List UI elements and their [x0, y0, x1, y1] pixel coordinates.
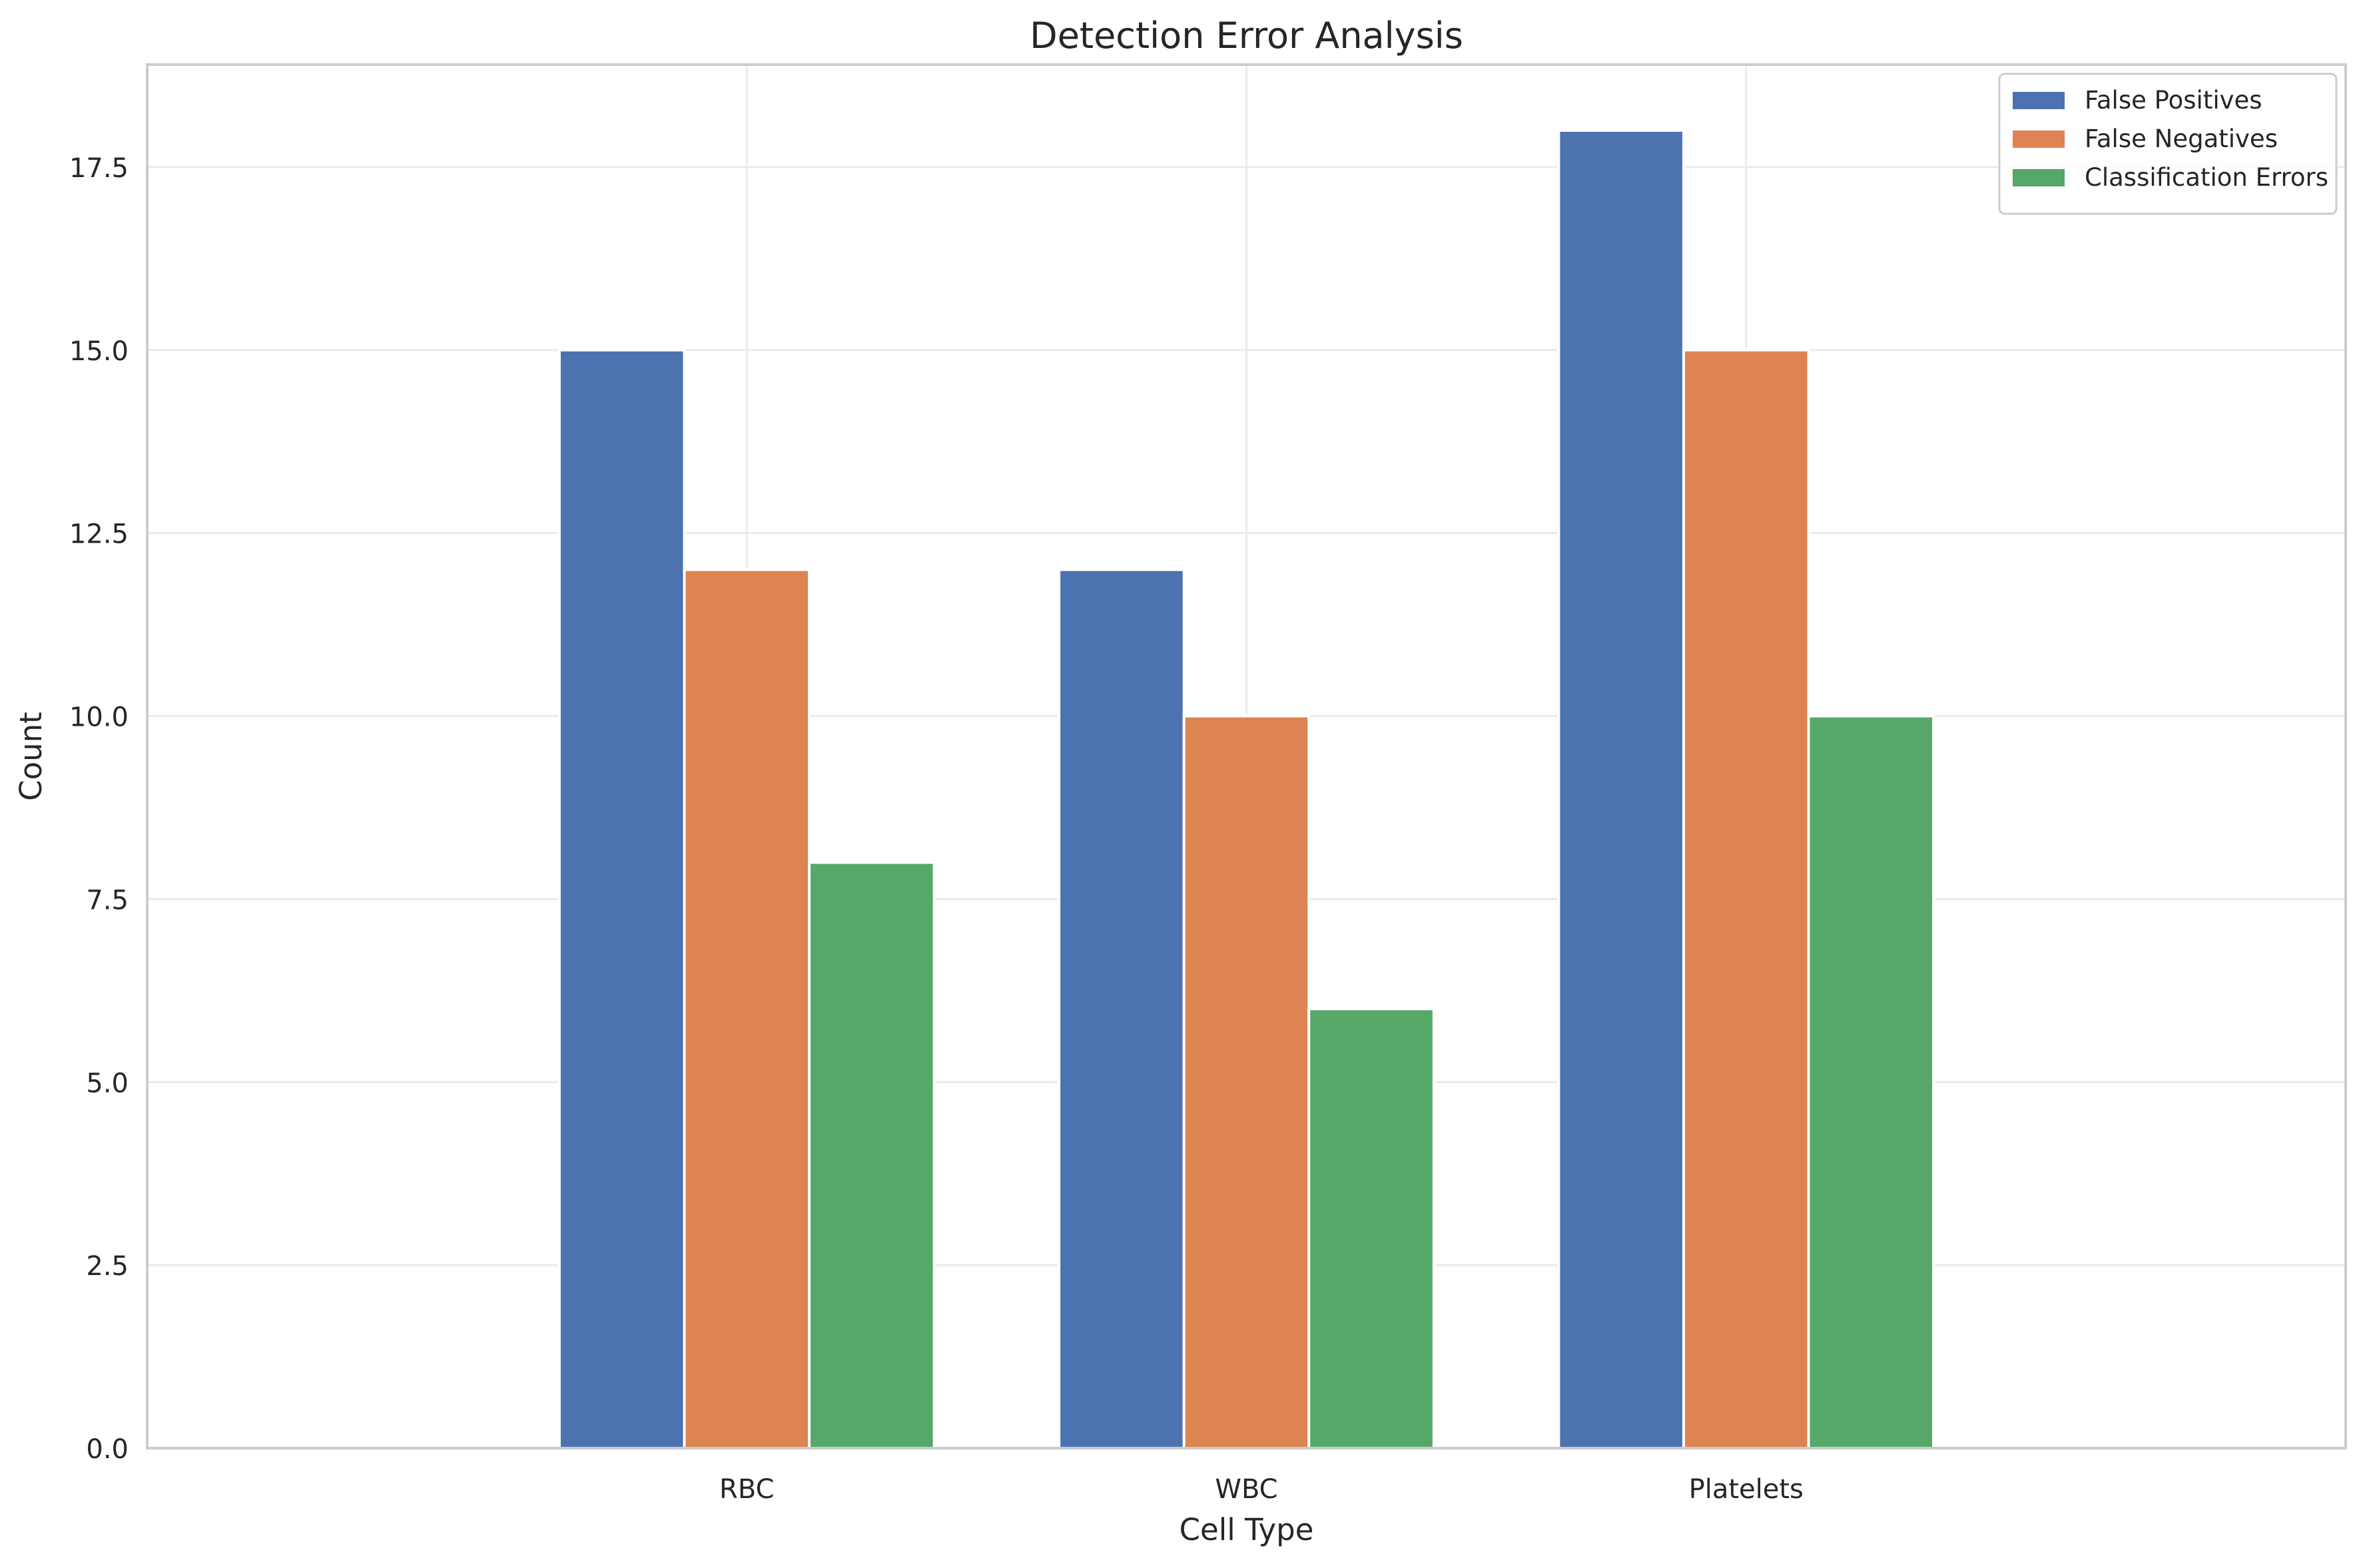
bar-false-positives-wbc	[1058, 568, 1185, 1450]
bar-false-negatives-rbc	[683, 568, 811, 1450]
legend-label: False Negatives	[2085, 125, 2278, 153]
chart-title: Detection Error Analysis	[1030, 15, 1463, 57]
legend-label: False Positives	[2085, 86, 2262, 115]
bar-classification-errors-platelets	[1807, 714, 1935, 1449]
y-tick-label: 5.0	[86, 1068, 129, 1099]
y-tick-label: 2.5	[86, 1251, 129, 1282]
bar-false-positives-platelets	[1557, 129, 1685, 1449]
legend-swatch	[2013, 92, 2065, 109]
legend-label: Classification Errors	[2085, 163, 2328, 192]
bar-false-negatives-platelets	[1682, 348, 1810, 1449]
bar-false-negatives-wbc	[1182, 714, 1311, 1449]
plot-frame	[146, 63, 2347, 1449]
y-axis-ticks: 0.0 2.5 5.0 7.5 10.0 12.5 15.0 17.5	[69, 153, 129, 1465]
x-tick-label: WBC	[1215, 1474, 1277, 1505]
y-tick-label: 0.0	[86, 1434, 129, 1465]
y-axis-label: Count	[13, 712, 49, 801]
legend: False Positives False Negatives Classifica…	[1998, 73, 2338, 215]
bar-false-positives-rbc	[557, 348, 686, 1449]
x-axis-ticks: RBC WBC Platelets	[719, 1474, 1804, 1505]
y-tick-label: 10.0	[69, 702, 129, 733]
y-tick-label: 7.5	[86, 885, 129, 915]
legend-swatch	[2013, 131, 2065, 148]
x-tick-label: Platelets	[1689, 1474, 1804, 1505]
legend-frame	[1998, 73, 2338, 215]
y-tick-label: 17.5	[69, 153, 129, 184]
x-axis-label: Cell Type	[1180, 1512, 1314, 1547]
legend-swatch	[2013, 169, 2065, 186]
bar-classification-errors-wbc	[1307, 1007, 1435, 1450]
bar-classification-errors-rbc	[808, 861, 936, 1450]
x-tick-label: RBC	[719, 1474, 774, 1505]
y-tick-label: 15.0	[69, 336, 129, 367]
bars	[557, 129, 1935, 1450]
y-tick-label: 12.5	[69, 519, 129, 550]
